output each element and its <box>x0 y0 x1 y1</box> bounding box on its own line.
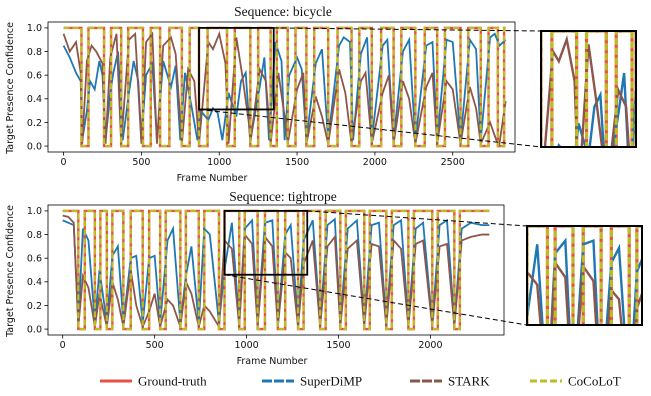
cocolot-line <box>527 226 642 325</box>
plot-area <box>62 209 490 331</box>
y-axis-label: Target Presence Confidence <box>5 205 16 338</box>
zoom-region-box <box>223 210 309 276</box>
stark-line <box>62 214 490 330</box>
x-tick-label: 1500 <box>285 157 309 168</box>
y-axis-label: Target Presence Confidence <box>5 22 16 155</box>
plot-area <box>62 26 507 148</box>
y-tick-label: 0.6 <box>27 253 42 264</box>
x-tick-label: 1000 <box>207 157 231 168</box>
zoom-inset <box>527 226 642 325</box>
chart-title: Sequence: tightrope <box>229 189 337 204</box>
y-tick-label: 0.0 <box>27 324 42 335</box>
superdimp-line <box>62 217 490 324</box>
stark-line <box>543 34 636 147</box>
y-tick-label: 0.8 <box>27 230 42 241</box>
y-tick-label: 0.6 <box>27 70 42 81</box>
x-tick-label: 0 <box>61 157 67 168</box>
y-tick-label: 0.8 <box>27 47 42 58</box>
y-tick-label: 0.4 <box>27 277 42 288</box>
inset-frame <box>526 225 643 326</box>
inset-frame <box>540 30 637 148</box>
y-tick-label: 0.2 <box>27 301 42 312</box>
x-tick-label: 2500 <box>441 157 465 168</box>
x-tick-label: 2000 <box>418 340 442 351</box>
zoom-region-box <box>198 27 275 111</box>
cocolot-line <box>541 31 636 147</box>
legend-label: STARK <box>448 374 490 389</box>
tightrope-panel: Sequence: tightrope Frame Number Target … <box>5 189 643 367</box>
x-tick-label: 500 <box>132 157 150 168</box>
y-tick-label: 1.0 <box>27 206 42 217</box>
legend: Ground-truth SuperDiMP STARK CoCoLoT <box>100 374 621 389</box>
x-tick-label: 500 <box>146 340 164 351</box>
cocolot-line <box>63 26 506 148</box>
legend-label: Ground-truth <box>138 374 207 389</box>
legend-label: SuperDiMP <box>300 374 362 389</box>
zoom-connector <box>273 27 542 32</box>
y-tick-label: 0.2 <box>27 118 42 129</box>
chart-title: Sequence: bicycle <box>234 4 332 19</box>
legend-label: CoCoLoT <box>568 374 621 389</box>
bicycle-panel: Sequence: bicycle Frame Number Target Pr… <box>5 4 637 184</box>
y-tick-label: 1.0 <box>27 23 42 34</box>
x-tick-label: 1000 <box>234 340 258 351</box>
x-tick-label: 2000 <box>363 157 387 168</box>
zoom-inset <box>541 31 636 147</box>
stark-line <box>62 30 507 148</box>
y-tick-label: 0.4 <box>27 94 42 105</box>
axes-frame <box>47 204 505 336</box>
x-axis-label: Frame Number <box>237 356 308 367</box>
x-tick-label: 1500 <box>326 340 350 351</box>
x-tick-label: 0 <box>60 340 66 351</box>
superdimp-line <box>527 237 642 325</box>
axes-frame <box>47 21 516 153</box>
x-axis-label: Frame Number <box>177 173 248 184</box>
zoom-connector <box>224 274 528 326</box>
y-tick-label: 0.0 <box>27 141 42 152</box>
zoom-connector <box>307 210 528 227</box>
zoom-connector <box>198 108 542 148</box>
